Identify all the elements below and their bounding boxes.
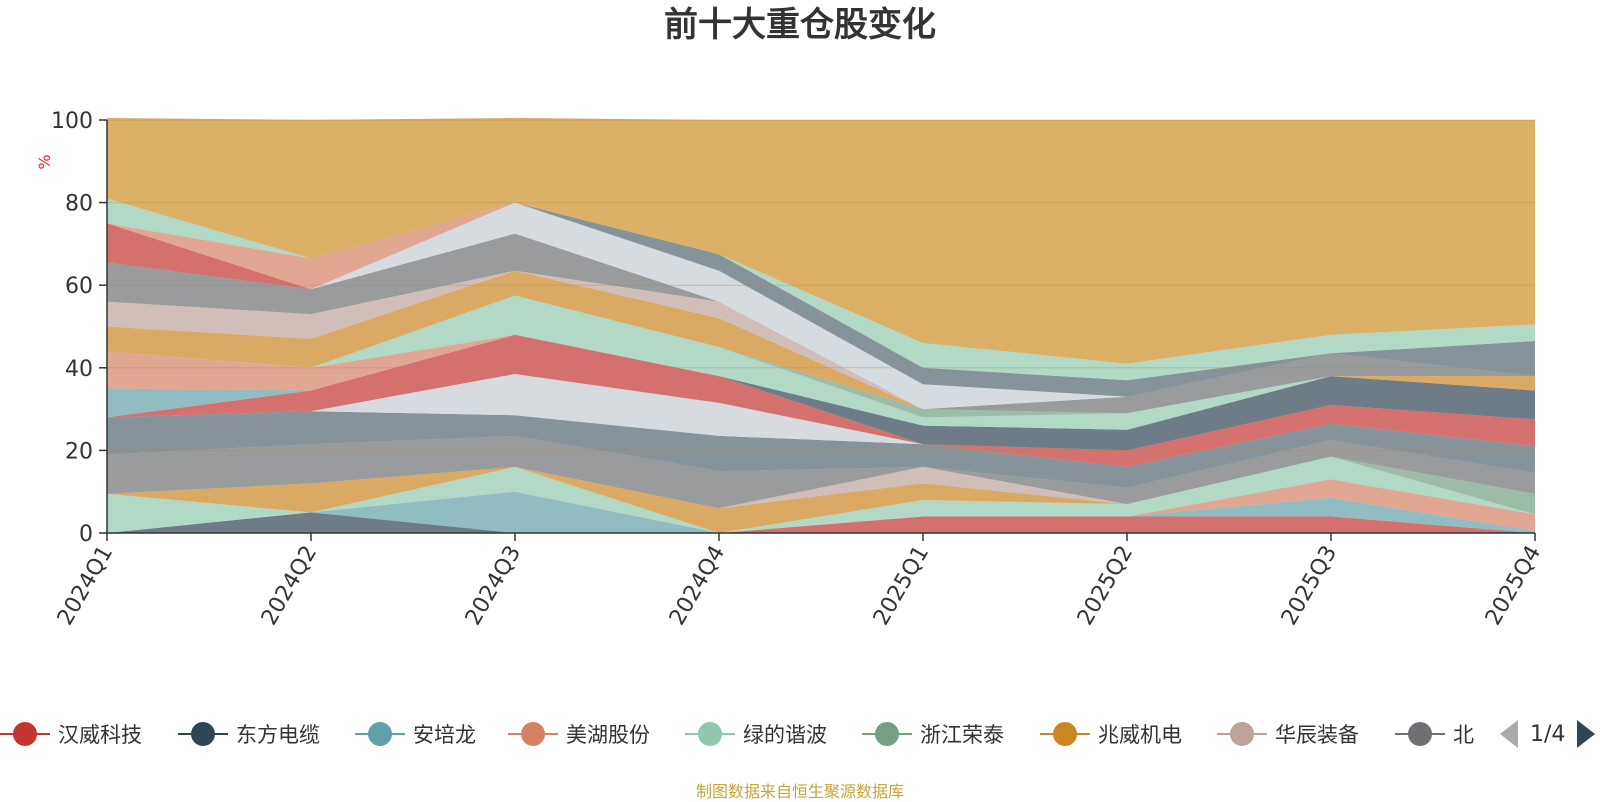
area-series-2[interactable] — [107, 491, 1535, 533]
legend-page-indicator: 1/4 — [1530, 721, 1566, 747]
y-tick-label-0: 0 — [79, 522, 93, 547]
y-tick-label-2: 40 — [65, 357, 93, 382]
grid-lines — [107, 119, 1535, 451]
x-tick-label-5: 2025Q2 — [1073, 542, 1138, 630]
legend-next-page-icon[interactable] — [1577, 720, 1596, 748]
legend-item[interactable]: 美湖股份 — [508, 714, 650, 754]
area-series-4[interactable] — [107, 456, 1535, 533]
legend-marker-icon — [355, 714, 405, 754]
legend-items-viewport: 汉威科技 东方电缆 安培龙 美湖股份 绿的谐波 浙江荣泰 兆威机电 华辰装备 北特科技 — [0, 714, 1475, 754]
area-series-12[interactable] — [107, 334, 1535, 451]
area-series-9[interactable] — [107, 411, 1535, 488]
area-series-19[interactable] — [107, 233, 1535, 414]
legend-marker-icon — [178, 714, 228, 754]
legend-item[interactable]: 浙江荣泰 — [862, 714, 1004, 754]
legend-label: 兆威机电 — [1098, 723, 1182, 747]
legend-label: 绿的谐波 — [743, 723, 827, 747]
legend-label: 安培龙 — [413, 723, 476, 747]
y-tick-label-5: 100 — [51, 109, 93, 134]
legend-marker-icon — [1395, 714, 1445, 754]
x-tick-label-4: 2025Q1 — [869, 542, 934, 630]
legend-item[interactable]: 东方电缆 — [178, 714, 320, 754]
y-tick-label-1: 20 — [65, 439, 93, 464]
x-tick-label-1: 2024Q2 — [257, 542, 322, 630]
area-series-1[interactable] — [107, 512, 1535, 533]
x-tick-label-2: 2024Q3 — [461, 542, 526, 630]
legend-item[interactable]: 汉威科技 — [0, 714, 142, 754]
legend-label: 东方电缆 — [236, 723, 320, 747]
legend-prev-page-icon[interactable] — [1500, 720, 1518, 748]
legend-label: 北特科技 — [1453, 723, 1475, 747]
area-series-11[interactable] — [107, 334, 1535, 467]
legend-label: 浙江荣泰 — [920, 723, 1004, 747]
area-series-layer — [107, 117, 1535, 533]
area-series-17[interactable] — [107, 270, 1535, 414]
area-series-6[interactable] — [107, 456, 1535, 533]
legend-item[interactable]: 绿的谐波 — [685, 714, 827, 754]
legend-item[interactable]: 北特科技 — [1395, 714, 1475, 754]
chart-title: 前十大重仓股变化 — [664, 5, 936, 45]
legend-label: 华辰装备 — [1275, 723, 1359, 747]
legend-pager: 1/4 — [1500, 714, 1596, 754]
legend: 汉威科技 东方电缆 安培龙 美湖股份 绿的谐波 浙江荣泰 兆威机电 华辰装备 北特科技 1/4 — [0, 714, 1600, 754]
legend-item[interactable]: 华辰装备 — [1217, 714, 1359, 754]
x-tick-label-0: 2024Q1 — [53, 542, 118, 630]
y-axis-label: % — [35, 154, 54, 169]
x-tick-label-7: 2025Q4 — [1481, 542, 1546, 630]
source-note: 制图数据来自恒生聚源数据库 — [695, 782, 904, 801]
area-series-10[interactable] — [107, 374, 1535, 467]
legend-marker-icon — [685, 714, 735, 754]
x-tick-label-3: 2024Q4 — [665, 542, 730, 630]
y-tick-label-3: 60 — [65, 274, 93, 299]
legend-marker-icon — [0, 714, 50, 754]
y-tick-label-4: 80 — [65, 192, 93, 217]
legend-marker-icon — [1040, 714, 1090, 754]
x-tick-label-6: 2025Q3 — [1277, 542, 1342, 630]
legend-marker-icon — [508, 714, 558, 754]
legend-marker-icon — [862, 714, 912, 754]
area-series-25[interactable] — [107, 117, 1535, 364]
legend-label: 美湖股份 — [566, 723, 650, 747]
legend-item[interactable]: 安培龙 — [355, 714, 476, 754]
legend-label: 汉威科技 — [58, 723, 142, 747]
legend-marker-icon — [1217, 714, 1267, 754]
legend-item[interactable]: 兆威机电 — [1040, 714, 1182, 754]
area-series-15[interactable] — [107, 295, 1535, 430]
area-series-8[interactable] — [107, 435, 1535, 509]
